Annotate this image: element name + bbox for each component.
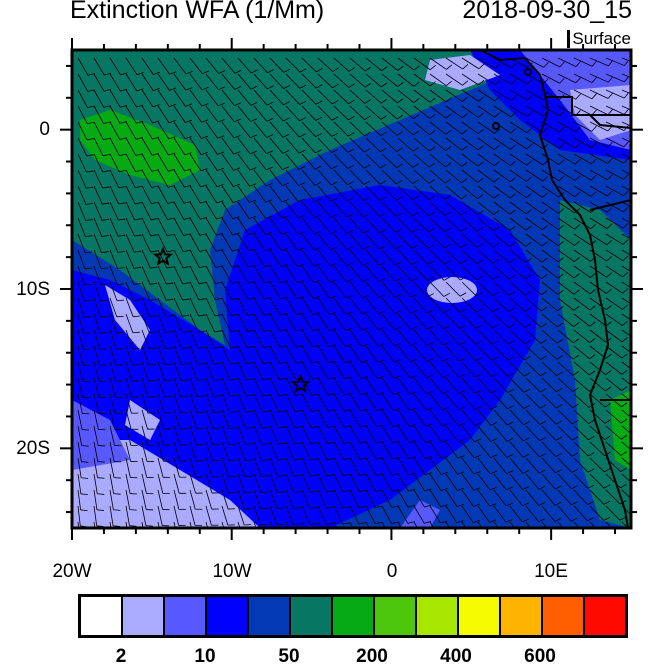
wind-barb-flag [408,538,415,540]
wind-barb-flag [229,476,236,477]
wind-barb-flag [293,540,300,541]
wind-barb-flag [326,539,333,540]
wind-barb-flag [636,500,642,504]
wind-barb-flag [638,321,643,326]
wind-barb-flag [637,468,643,472]
colorbar-label: 10 [194,646,215,668]
wind-barb-flag [640,92,644,98]
wind-barb-flag [96,542,103,543]
colorbar-swatch [333,597,375,635]
wind-barb-flag [261,524,268,525]
wind-barb-flag [457,537,464,539]
wind-barb-flag [640,141,645,146]
colorbar-swatch [543,597,585,635]
wind-barb-flag [638,370,644,374]
colorbar-swatch [123,597,165,635]
wind-barb-flag [639,223,644,228]
colorbar-swatch [291,597,333,635]
wind-barb-flag [636,533,642,536]
wind-barb-flag [359,539,366,540]
colorbar-swatch [375,597,417,635]
wind-barb-flag [641,76,645,82]
colorbar-swatch [165,597,207,635]
wind-barb-flag [637,484,643,488]
colorbar-swatch [417,597,459,635]
lon-label: 10E [534,561,568,583]
lon-label: 10W [212,561,251,583]
lon-label: 0 [387,561,398,583]
wind-barb-flag [641,60,645,66]
wind-barb-flag [638,337,643,341]
colorbar-swatch [501,597,543,635]
colorbar-label: 600 [524,646,556,668]
lat-label: 20S [16,438,50,460]
wind-barb-flag [639,239,644,244]
wind-barb-flag [638,386,644,390]
wind-barb-flag [101,300,108,301]
wind-barb-flag [85,284,92,285]
wind-barb-flag [639,304,644,309]
wind-barb-flag [375,539,382,540]
lat-label: 0 [39,119,50,141]
wind-barb-flag [133,348,140,349]
wind-barb-flag [620,533,626,536]
wind-barb-flag [636,516,642,520]
wind-barb-flag [639,272,644,277]
wind-barb-flag [129,542,136,543]
lon-label: 20W [52,561,91,583]
wind-barb-flag [571,534,577,537]
wind-barb-flag [637,435,643,439]
wind-barb-flag [473,537,480,539]
wind-barb-flag [637,451,643,455]
wind-barb-flag [603,534,609,537]
lat-label: 10S [16,279,50,301]
colorbar-swatch [249,597,291,635]
wind-barb-flag [638,402,644,406]
wind-barb-flag [522,535,529,538]
wind-barb-flag [489,536,496,538]
wind-barb-flag [637,419,643,423]
field-pale-center [427,277,477,303]
wind-barb-flag [149,364,156,365]
wind-barb-flag [114,494,121,495]
wind-barb-flag [538,535,544,538]
wind-barb-flag [440,537,447,539]
wind-barb-flag [146,542,153,543]
wind-barb-flag [587,534,593,537]
wind-barb-flag [424,538,431,540]
wind-barb-flag [640,190,645,195]
colorbar-label: 200 [356,646,388,668]
colorbar-label: 50 [278,646,299,668]
wind-barb-flag [506,536,513,538]
colorbar-swatch [81,597,123,635]
wind-barb-flag [640,207,645,212]
colorbar [78,594,628,638]
colorbar-label: 400 [440,646,472,668]
wind-barb-flag [197,428,204,429]
wind-barb-flag [113,542,120,543]
wind-barb-flag [640,174,645,179]
wind-barb-flag [277,540,284,541]
wind-barb-flag [638,353,643,357]
wind-barb-flag [555,535,561,538]
colorbar-swatch [459,597,501,635]
colorbar-swatch [585,597,625,635]
wind-barb-flag [640,158,645,163]
wind-barb-flag [639,255,644,260]
wind-barb-flag [640,109,644,114]
wind-barb-flag [309,540,316,541]
wind-barb-flag [342,539,349,540]
colorbar-label: 2 [116,646,127,668]
wind-barb-flag [82,446,89,447]
wind-barb-flag [80,542,87,543]
wind-barb-flag [181,412,188,413]
wind-barb-flag [130,510,137,511]
colorbar-swatch [207,597,249,635]
